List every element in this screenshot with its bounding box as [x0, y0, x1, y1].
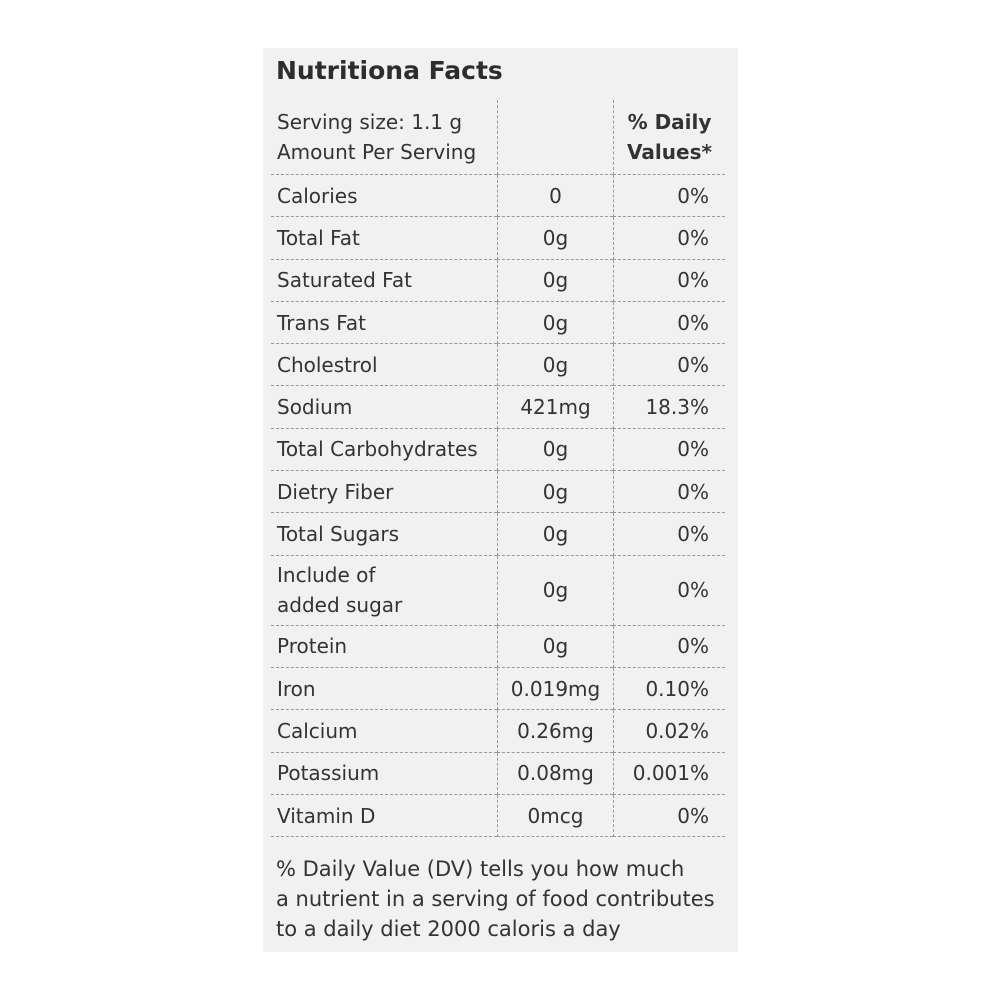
daily-value: 0%	[613, 555, 725, 626]
nutrient: Potassium	[271, 753, 497, 795]
amount: 0mcg	[497, 794, 613, 838]
daily-value: 0%	[613, 259, 725, 302]
amount: 0g	[497, 344, 613, 387]
amount: 0	[497, 175, 613, 218]
daily-value: 0%	[613, 513, 725, 556]
amount: 0g	[497, 217, 613, 260]
nutrient: Dietry Fiber	[271, 471, 497, 514]
amount: 0g	[497, 471, 613, 514]
amount: 0g	[497, 301, 613, 345]
serving-header: Serving size: 1.1 g Amount Per Serving	[271, 100, 497, 175]
nutrition-panel: Nutritiona Facts % Daily Value (DV) tell…	[263, 48, 738, 952]
amount: 0.019mg	[497, 668, 613, 711]
amount: 0.26mg	[497, 710, 613, 753]
footer-line: % Daily Value (DV) tells you how much	[276, 857, 685, 881]
daily-value: 0.10%	[613, 668, 725, 711]
daily-value: 0.001%	[613, 752, 725, 795]
nutrient: Trans Fat	[271, 302, 497, 345]
daily-value: 0%	[613, 217, 725, 260]
amount: 0g	[497, 555, 613, 626]
daily-header: % Daily Values*	[613, 100, 725, 175]
amount: 0.08mg	[497, 752, 613, 795]
nutrient: Cholestrol	[271, 344, 497, 387]
daily-value: 0%	[613, 344, 725, 387]
nutrient: Include of added sugar	[271, 556, 497, 626]
footer-line: to a daily diet 2000 caloris a day	[276, 917, 621, 941]
daily-value: 0.02%	[613, 710, 725, 753]
daily-value: 0%	[613, 175, 725, 218]
amount: 0g	[497, 428, 613, 472]
footer: % Daily Value (DV) tells you how much a n…	[276, 854, 715, 944]
nutrient: Calcium	[271, 710, 497, 753]
daily-value: 0%	[613, 625, 725, 668]
daily-value: 0%	[613, 428, 725, 472]
nutrient: Iron	[271, 668, 497, 711]
header-line: Values*	[627, 140, 712, 164]
amount: 0g	[497, 513, 613, 556]
nutrient: Total Carbohydrates	[271, 429, 497, 472]
nutrient: Protein	[271, 626, 497, 668]
amount: 0g	[497, 625, 613, 668]
header-line: Serving size: 1.1 g	[277, 110, 463, 134]
header-blank	[497, 100, 613, 175]
nutrient: Sodium	[271, 387, 497, 429]
nutrient: Total Sugars	[271, 513, 497, 556]
amount: 421mg	[497, 386, 613, 429]
nutrient: Vitamin D	[271, 795, 497, 838]
title: Nutritiona Facts	[276, 56, 503, 85]
daily-value: 0%	[613, 301, 725, 345]
amount: 0g	[497, 259, 613, 302]
nutrient: Calories	[271, 175, 497, 218]
header-line: Amount Per Serving	[277, 140, 477, 164]
footer-line: a nutrient in a serving of food contribu…	[276, 887, 715, 911]
daily-value: 0%	[613, 471, 725, 514]
nutrient: Total Fat	[271, 217, 497, 260]
header-line: % Daily	[627, 110, 712, 134]
daily-value: 0%	[613, 794, 725, 838]
daily-value: 18.3%	[613, 386, 725, 429]
nutrient: Saturated Fat	[271, 260, 497, 302]
